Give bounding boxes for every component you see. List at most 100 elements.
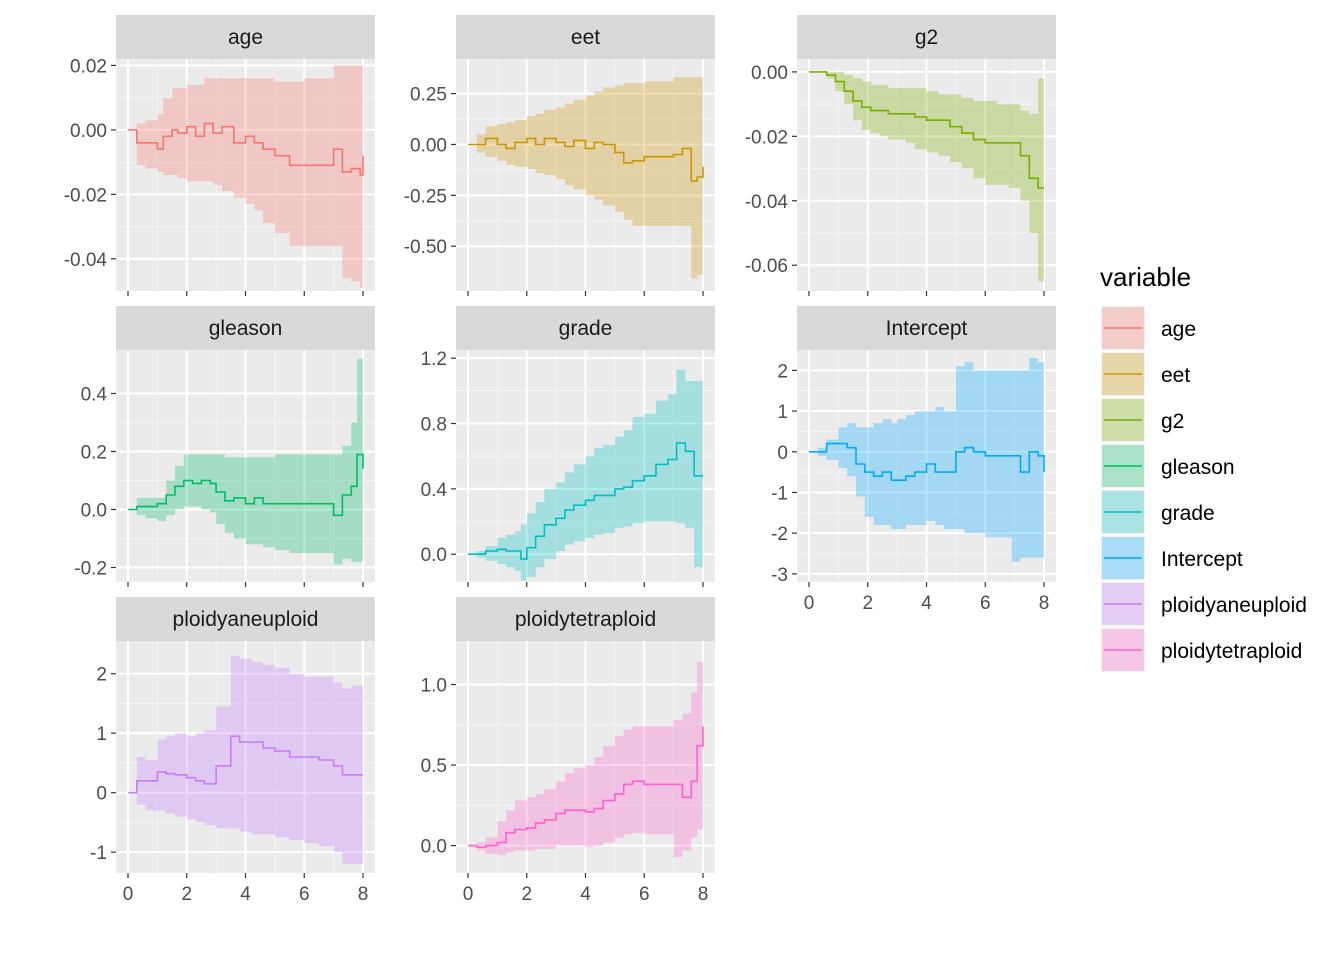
y-tick-label: 1.2 [421, 349, 447, 370]
y-tick-label: 0.02 [70, 56, 107, 77]
confidence-band [468, 369, 703, 581]
y-tick-label: -0.50 [404, 237, 447, 258]
confidence-band [809, 71, 1044, 282]
strip [116, 597, 375, 641]
x-tick-label: 6 [299, 884, 310, 905]
confidence-band [468, 77, 703, 279]
legend-items: age eet g2 gleason grade Intercept ploidyaneup… [1101, 306, 1307, 672]
y-tick-label: 0 [777, 443, 788, 464]
y-tick-label: -0.04 [64, 250, 108, 271]
x-tick-label: 2 [181, 884, 192, 905]
strip [797, 306, 1056, 350]
panels: age-0.04-0.020.000.02eet-0.50-0.250.000.… [64, 15, 1056, 905]
y-tick-label: 0.2 [81, 443, 107, 464]
y-tick-label: 0.00 [410, 135, 447, 156]
strip [116, 306, 375, 350]
x-tick-label: 0 [463, 884, 474, 905]
confidence-band [468, 661, 703, 857]
y-tick-label: 1.0 [421, 676, 447, 697]
legend-item-age: age [1101, 306, 1196, 350]
panel-ploidyaneuploid: ploidyaneuploid -1 0 1 2 0 2 4 6 8 [90, 597, 375, 905]
y-tick-label: 1 [96, 724, 107, 745]
y-tick-label: 0.0 [421, 837, 447, 858]
panel-age: age -0.04 -0.02 0.00 0.02 [64, 15, 375, 296]
x-tick-label: 4 [240, 884, 251, 905]
legend-label: g2 [1161, 410, 1184, 433]
estimate-line [468, 137, 704, 182]
legend-item-ploidyaneuploid: ploidyaneuploid [1101, 582, 1307, 626]
panel-eet: eet -0.50 -0.25 0.00 0.25 [404, 15, 715, 296]
legend-label: grade [1161, 502, 1215, 525]
strip-label: grade [559, 317, 613, 340]
legend-item-grade: grade [1101, 490, 1215, 534]
estimate-line [468, 442, 703, 560]
legend-item-gleason: gleason [1101, 444, 1235, 488]
y-tick-label: -3 [771, 565, 788, 586]
strip-label: ploidytetraploid [515, 608, 656, 631]
x-tick-label: 2 [521, 884, 532, 905]
strip-label: Intercept [886, 317, 968, 340]
x-tick-label: 6 [639, 884, 650, 905]
legend-item-Intercept: Intercept [1101, 536, 1243, 580]
strip-label: ploidyaneuploid [173, 608, 319, 631]
confidence-band [809, 358, 1044, 562]
legend-title: variable [1100, 262, 1191, 292]
strip [116, 15, 375, 59]
legend-label: Intercept [1161, 548, 1243, 571]
y-tick-label: -2 [771, 524, 788, 545]
x-tick-label: 8 [1039, 593, 1050, 614]
x-tick-label: 6 [980, 593, 991, 614]
panel-ploidytetraploid: ploidytetraploid 0.0 0.5 1.0 0 2 4 6 8 [421, 597, 715, 905]
y-tick-label: 0.8 [421, 415, 447, 436]
legend-label: ploidytetraploid [1161, 640, 1302, 663]
y-tick-label: 0 [96, 784, 107, 805]
y-tick-label: -1 [771, 483, 788, 504]
legend-label: ploidyaneuploid [1161, 594, 1307, 617]
y-tick-label: 0.0 [81, 501, 107, 522]
y-tick-label: 0.0 [421, 545, 447, 566]
confidence-band [128, 65, 363, 288]
x-tick-label: 2 [862, 593, 873, 614]
estimate-line [128, 735, 363, 794]
strip [456, 597, 715, 641]
x-tick-label: 4 [921, 593, 932, 614]
strip [456, 15, 715, 59]
y-tick-label: -1 [90, 843, 107, 864]
confidence-band [128, 655, 363, 865]
legend-item-eet: eet [1101, 352, 1190, 396]
strip [797, 15, 1056, 59]
x-tick-label: 8 [698, 884, 709, 905]
legend-label: eet [1161, 364, 1190, 387]
y-tick-label: 0.00 [70, 121, 107, 142]
estimate-line [128, 122, 364, 176]
x-tick-label: 4 [580, 884, 591, 905]
legend-label: gleason [1161, 456, 1235, 479]
x-tick-label: 8 [358, 884, 369, 905]
legend: variable age eet g2 gleason grade Intercept pl… [1100, 262, 1307, 672]
y-tick-label: -0.02 [745, 127, 788, 148]
estimate-line [128, 453, 364, 517]
x-tick-label: 0 [804, 593, 815, 614]
y-tick-label: 0.00 [751, 63, 788, 84]
strip-label: g2 [915, 26, 938, 49]
panel-grade: grade 0.0 0.4 0.8 1.2 [421, 306, 715, 587]
y-tick-label: 2 [777, 361, 788, 382]
strip-label: age [228, 26, 263, 49]
confidence-band [128, 358, 363, 565]
y-tick-label: -0.06 [745, 256, 788, 277]
estimate-line [809, 442, 1045, 482]
legend-item-g2: g2 [1101, 398, 1184, 442]
y-tick-label: -0.25 [404, 186, 447, 207]
legend-label: age [1161, 318, 1196, 341]
strip [456, 306, 715, 350]
y-tick-label: 1 [777, 402, 788, 423]
panel-Intercept: Intercept -3 -2 -1 0 1 2 0 2 4 6 8 [771, 306, 1056, 614]
estimate-line [809, 71, 1044, 189]
y-tick-label: 0.5 [421, 756, 447, 777]
strip-label: gleason [209, 317, 283, 340]
panel-g2: g2 -0.06 -0.04 -0.02 0.00 [745, 15, 1056, 296]
y-tick-label: 2 [96, 665, 107, 686]
y-tick-label: -0.02 [64, 185, 107, 206]
panel-gleason: gleason -0.2 0.0 0.2 0.4 [74, 306, 375, 587]
